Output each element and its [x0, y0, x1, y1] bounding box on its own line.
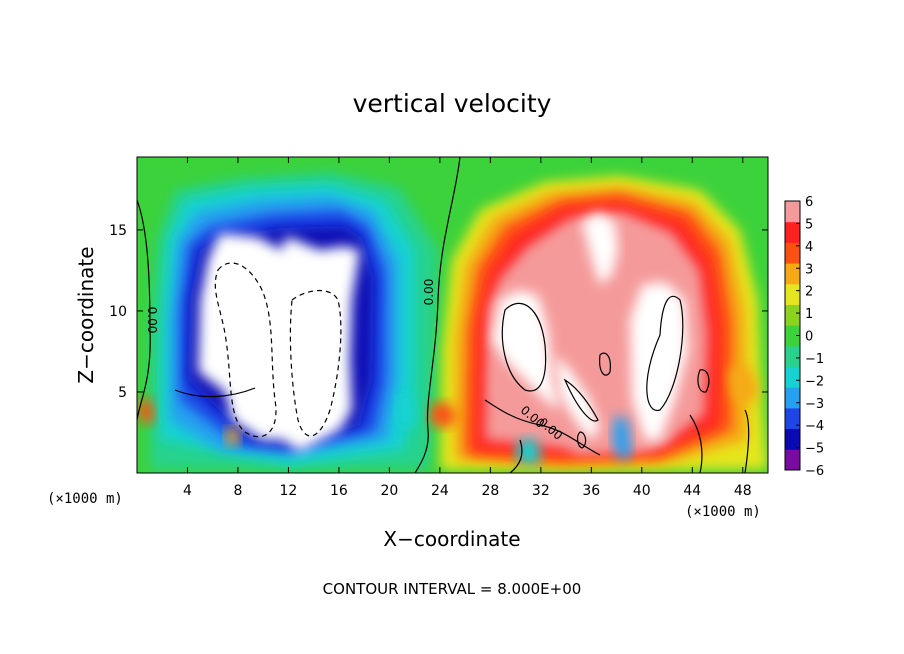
plot-frame [136, 156, 769, 474]
y-tick-label: 10 [109, 304, 127, 320]
colorbar-tick-label: −5 [805, 442, 824, 457]
y-tick-label: 15 [109, 223, 127, 239]
x-tick-label: 8 [233, 483, 242, 499]
contour-label: 0.00 [145, 307, 159, 334]
x-unit-right: (×1000 m) [685, 504, 761, 520]
negative-contour-1 [289, 290, 342, 437]
zero-contour-12 [744, 409, 750, 473]
field-layer-20 [728, 365, 760, 405]
x-axis: 4 8 12 16 20 24 28 32 36 40 44 48 [183, 157, 752, 499]
field-layer-21 [225, 428, 240, 446]
colorbar-tick-label: 3 [805, 262, 813, 277]
x-tick-label: 12 [280, 483, 298, 499]
colorbar-tick-label: 0 [805, 330, 813, 345]
colorbar-tick-label: −4 [805, 419, 824, 434]
field-layer-5 [198, 233, 360, 452]
colorbar-swatch [785, 283, 800, 305]
x-tick-label: 32 [532, 483, 550, 499]
velocity-field [138, 172, 768, 470]
zero-contour-6 [563, 378, 599, 422]
zero-contour-2 [174, 387, 256, 398]
chart-title: vertical velocity [353, 89, 552, 118]
x-axis-label: X−coordinate [383, 527, 520, 551]
field-layer-14 [630, 282, 688, 440]
colorbar-swatch [785, 387, 800, 409]
field-layer-13 [582, 212, 618, 285]
x-tick-label: 44 [683, 483, 701, 499]
colorbar-tick-label: −6 [805, 464, 824, 479]
colorbar-swatch [785, 201, 800, 223]
x-unit-left: (×1000 m) [47, 491, 123, 507]
x-tick-label: 24 [431, 483, 449, 499]
colorbar-tick-label: −3 [805, 397, 824, 412]
x-tick-label: 48 [734, 483, 752, 499]
zero-contour-10 [509, 439, 523, 473]
colorbar-tick-label: 4 [805, 240, 813, 255]
colorbar-swatch [785, 263, 800, 285]
colorbar-tick-label: 2 [805, 285, 813, 300]
colorbar-swatch [785, 428, 800, 450]
zero-contour-5 [501, 302, 547, 392]
plot-area: 0.000.000.000.00 [137, 157, 768, 473]
field-layer-16 [612, 415, 632, 462]
colorbar-swatch [785, 345, 800, 368]
zero-contour-7 [599, 352, 611, 376]
colorbar-swatch [785, 366, 800, 388]
negative-contour-0 [214, 262, 277, 438]
x-tick-label: 36 [582, 483, 600, 499]
field-layer-18 [430, 402, 458, 428]
contour-interval-note: CONTOUR INTERVAL = 8.000E+00 [323, 580, 582, 598]
field-layer-19 [138, 398, 155, 425]
y-tick-label: 5 [118, 385, 127, 401]
zero-contour-11 [689, 414, 703, 473]
colorbar-swatch [785, 304, 800, 326]
y-axis: 5 10 15 [109, 223, 768, 401]
x-tick-label: 28 [481, 483, 499, 499]
x-tick-label: 4 [183, 483, 192, 499]
zero-contour-8 [576, 431, 587, 449]
colorbar-swatch [785, 449, 800, 471]
zero-contour-9 [697, 369, 710, 393]
colorbar-swatch [785, 325, 800, 347]
zero-contour-1 [137, 199, 151, 421]
x-tick-label: 20 [380, 483, 398, 499]
colorbar-swatch [785, 407, 800, 430]
colorbar-swatch [785, 242, 800, 264]
x-tick-label: 16 [330, 483, 348, 499]
colorbar-swatch [785, 221, 800, 243]
colorbar-tick-label: 1 [805, 307, 813, 322]
zero-contour-0 [414, 157, 461, 473]
colorbar: 6 5 4 3 2 1 0 −1 −2 −3 −4 −5 −6 [784, 195, 824, 479]
field-layer-15 [555, 355, 600, 440]
colorbar-tick-label: −1 [805, 352, 824, 367]
zero-contour-4 [646, 295, 684, 411]
x-tick-label: 40 [633, 483, 651, 499]
colorbar-tick-label: 6 [805, 195, 813, 210]
field-layer-22 [396, 392, 418, 432]
colorbar-tick-label: 5 [805, 217, 813, 232]
colorbar-tick-label: −2 [805, 374, 824, 389]
y-axis-label: Z−coordinate [74, 246, 98, 383]
contour-label: 0.00 [422, 279, 436, 306]
